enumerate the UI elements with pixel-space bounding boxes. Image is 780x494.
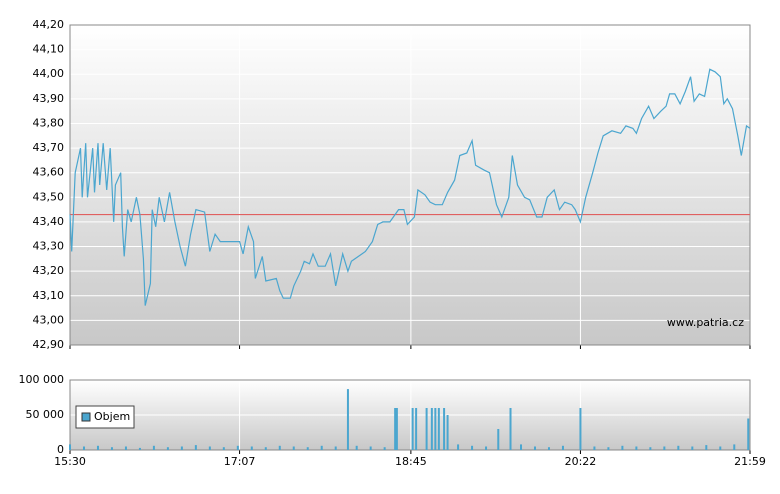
volume-bar <box>82 446 85 450</box>
volume-bar <box>691 446 694 450</box>
volume-bar <box>355 445 358 450</box>
volume-bar <box>443 408 446 450</box>
y-tick-label: 43,10 <box>33 289 65 302</box>
volume-bar <box>425 408 428 450</box>
y-tick-label: 43,70 <box>33 141 65 154</box>
volume-bar <box>434 408 437 450</box>
volume-bar <box>547 447 550 450</box>
volume-bar <box>383 447 386 450</box>
volume-bar <box>497 429 500 450</box>
volume-bar <box>747 418 750 450</box>
volume-bar <box>334 446 337 450</box>
volume-bar <box>437 408 440 450</box>
volume-bar <box>394 408 397 450</box>
volume-bar <box>306 447 309 450</box>
volume-bar <box>250 446 253 450</box>
volume-bar <box>663 446 666 450</box>
volume-bar <box>236 445 239 450</box>
y-tick-label: 43,60 <box>33 166 65 179</box>
volume-bar <box>69 444 71 450</box>
volume-bar <box>446 415 449 450</box>
y-tick-label: 44,20 <box>33 18 65 31</box>
volume-bar <box>561 445 564 450</box>
volume-bar <box>635 446 638 450</box>
volume-bar <box>415 408 418 450</box>
volume-bar <box>533 446 536 450</box>
volume-bar <box>369 446 372 450</box>
y-tick-label: 50 000 <box>26 408 65 421</box>
volume-bar <box>138 447 141 450</box>
x-tick-label: 20:22 <box>565 455 597 468</box>
y-tick-label: 43,50 <box>33 190 65 203</box>
watermark: www.patria.cz <box>667 316 744 329</box>
plot-border <box>69 379 751 451</box>
volume-bar <box>471 445 474 450</box>
y-tick-label: 100 000 <box>19 373 65 386</box>
volume-bar <box>520 444 523 450</box>
y-tick-label: 43,90 <box>33 92 65 105</box>
y-tick-label: 43,40 <box>33 215 65 228</box>
volume-bar <box>320 445 323 450</box>
volume-bar <box>124 446 127 450</box>
y-tick-label: 0 <box>57 443 64 456</box>
volume-bar <box>485 446 488 450</box>
y-tick-label: 42,90 <box>33 338 65 351</box>
volume-bar <box>430 408 433 450</box>
x-tick-label: 15:30 <box>54 455 86 468</box>
volume-bar <box>733 444 736 450</box>
volume-bar <box>719 446 722 450</box>
y-tick-label: 43,20 <box>33 264 65 277</box>
volume-bar <box>607 447 610 450</box>
volume-bar <box>677 445 680 450</box>
price-plot-area <box>70 25 750 345</box>
volume-bar <box>579 408 582 450</box>
plot-border <box>69 24 751 346</box>
volume-bar <box>278 445 281 450</box>
x-tick-label: 21:59 <box>734 455 766 468</box>
volume-bar <box>457 444 460 450</box>
legend-label: Objem <box>94 410 130 423</box>
y-tick-label: 43,80 <box>33 116 65 129</box>
volume-bar <box>509 408 512 450</box>
volume-bar <box>222 447 225 450</box>
y-tick-label: 44,10 <box>33 43 65 56</box>
volume-bar <box>593 446 596 450</box>
volume-bar <box>110 447 113 450</box>
volume-bar <box>96 445 99 450</box>
volume-bar <box>180 446 183 450</box>
volume-bar <box>194 445 197 450</box>
volume-bar <box>166 447 169 450</box>
volume-bar <box>346 389 349 450</box>
volume-bar <box>649 447 652 450</box>
price-line <box>69 68 751 306</box>
volume-bar <box>705 445 708 450</box>
volume-bar <box>395 408 398 450</box>
legend-swatch <box>81 412 91 422</box>
y-tick-label: 43,30 <box>33 240 65 253</box>
x-tick-label: 17:07 <box>224 455 256 468</box>
volume-bar <box>152 445 155 450</box>
y-tick-label: 44,00 <box>33 67 65 80</box>
volume-bar <box>208 446 211 450</box>
y-tick-label: 43,00 <box>33 313 65 326</box>
volume-bar <box>411 408 414 450</box>
volume-bar <box>621 445 624 450</box>
legend-box <box>75 405 135 429</box>
volume-bar <box>264 447 267 450</box>
x-tick-label: 18:45 <box>395 455 427 468</box>
volume-bar <box>292 446 295 450</box>
